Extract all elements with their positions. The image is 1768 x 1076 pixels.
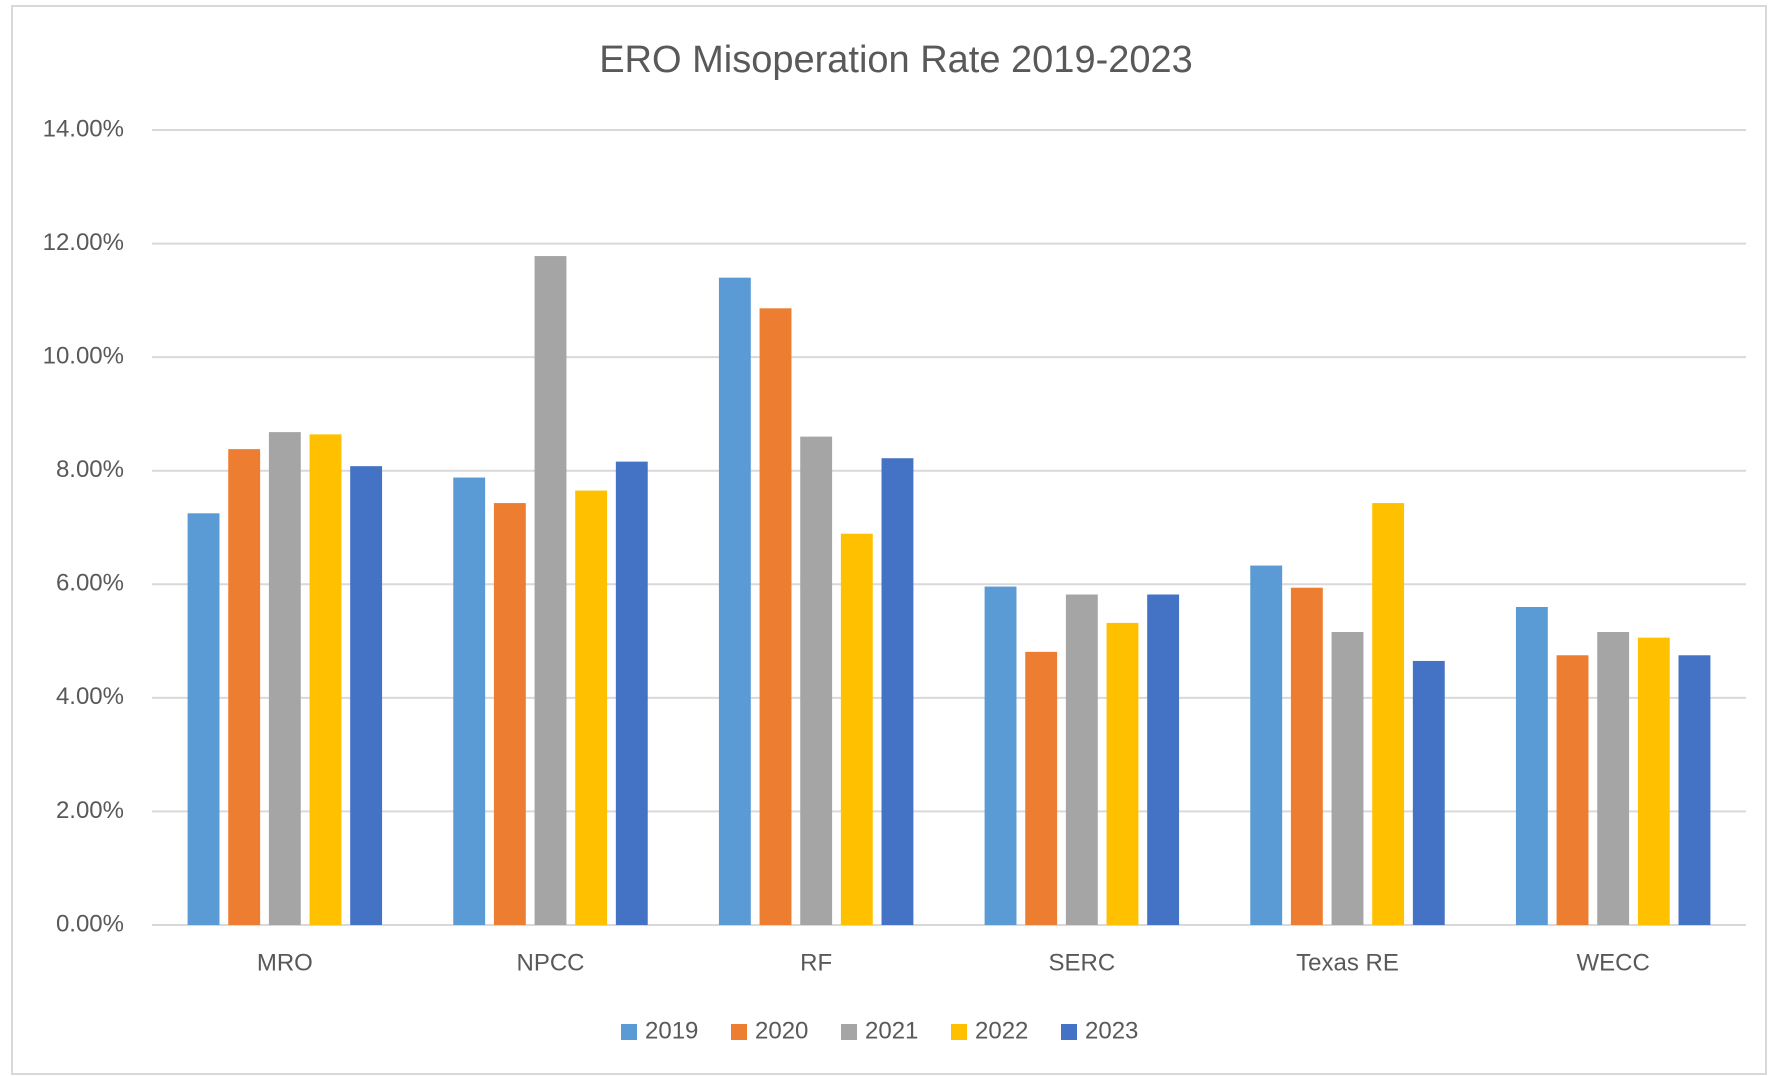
bar [1106,622,1139,925]
legend-swatch [1061,1024,1077,1040]
bar [575,490,608,925]
bar [1412,660,1445,925]
bar [350,466,383,925]
x-tick-label: MRO [257,949,313,976]
bar [881,458,914,925]
bar [1250,565,1283,925]
x-tick-label: SERC [1048,949,1115,976]
bar [187,513,220,925]
bar [759,308,792,925]
y-tick-label: 12.00% [43,229,124,256]
bar [1556,655,1589,925]
bar [1597,631,1630,925]
x-tick-label: RF [800,949,832,976]
bar [718,277,751,926]
bar [1372,503,1405,925]
legend-label: 2022 [975,1017,1028,1044]
bar [840,533,873,925]
bar [453,477,486,925]
y-tick-label: 8.00% [56,456,124,483]
bar [1065,594,1098,925]
y-tick-label: 2.00% [56,797,124,824]
bar [1331,631,1364,925]
bar [1637,637,1670,925]
bar [534,256,567,925]
bar [493,503,526,925]
y-tick-label: 14.00% [43,115,124,142]
y-tick-label: 10.00% [43,342,124,369]
x-tick-label: Texas RE [1296,949,1399,976]
bar [984,586,1017,925]
legend-label: 2021 [865,1017,918,1044]
x-tick-label: NPCC [516,949,584,976]
legend-swatch [951,1024,967,1040]
legend-swatch [841,1024,857,1040]
chart-title: ERO Misoperation Rate 2019-2023 [599,39,1193,81]
legend-label: 2019 [645,1017,698,1044]
y-tick-label: 4.00% [56,683,124,710]
bar [1515,607,1548,925]
legend-swatch [731,1024,747,1040]
legend-label: 2020 [755,1017,808,1044]
bar [1678,655,1711,925]
bar [1290,587,1323,925]
bar [268,432,301,925]
bar [1025,651,1058,925]
y-tick-label: 6.00% [56,570,124,597]
y-tick-label: 0.00% [56,910,124,937]
bar [615,461,648,925]
legend-swatch [621,1024,637,1040]
bar [228,449,261,925]
bar [309,434,342,925]
bar [800,436,833,925]
bar [1147,594,1180,925]
legend-label: 2023 [1085,1017,1138,1044]
x-tick-label: WECC [1577,949,1650,976]
